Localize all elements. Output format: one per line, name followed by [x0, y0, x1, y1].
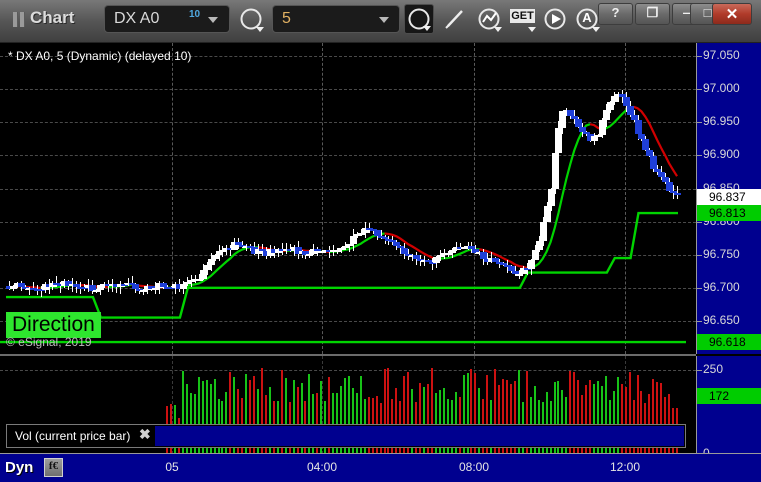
- time-template-button[interactable]: [404, 4, 434, 34]
- time-axis-tick: 08:00: [459, 460, 489, 474]
- support-price-tag: 96.813: [697, 205, 761, 221]
- close-icon: ✕: [713, 5, 751, 23]
- time-axis[interactable]: Dyn f€ 05 04:00 08:00 12:00: [0, 453, 761, 482]
- interval-value: 5: [282, 10, 291, 28]
- restore-down-button[interactable]: ❐: [635, 3, 670, 25]
- restore-icon: ❐: [636, 5, 669, 21]
- price-axis-tick: 97.000: [703, 81, 740, 95]
- chevron-down-icon: [494, 27, 502, 32]
- symbol-value: DX A0: [114, 10, 159, 28]
- chevron-down-icon: [423, 26, 431, 31]
- chevron-down-icon: [528, 27, 536, 32]
- time-axis-tick: 12:00: [610, 460, 640, 474]
- grid-line: [0, 370, 696, 371]
- price-plot[interactable]: * DX A0, 5 (Dynamic) (delayed 10) Direct…: [0, 43, 696, 354]
- chevron-down-icon: [592, 27, 600, 32]
- price-axis-tick-mark: [697, 222, 702, 223]
- pencil-icon: [440, 4, 470, 34]
- lock-icon[interactable]: f€: [44, 458, 63, 477]
- copyright-label: © eSignal, 2019: [6, 335, 92, 349]
- volume-study-label: Vol (current price bar): [15, 429, 130, 443]
- price-axis-tick-mark: [697, 56, 702, 57]
- symbol-selector[interactable]: DX A0 10: [104, 5, 230, 33]
- price-axis-tick: 96.750: [703, 247, 740, 261]
- last-price-tag: 96.837: [697, 189, 761, 205]
- play-triangle-glyph: [540, 4, 570, 34]
- get-symbol-button[interactable]: GET: [508, 4, 538, 34]
- close-button[interactable]: ✕: [712, 3, 752, 25]
- chevron-down-icon[interactable]: [208, 17, 218, 23]
- dyn-label: Dyn: [5, 459, 33, 476]
- symbol-superscript: 10: [189, 9, 200, 20]
- chart-title-label: * DX A0, 5 (Dynamic) (delayed 10): [8, 49, 191, 63]
- close-icon[interactable]: ✖: [139, 426, 151, 443]
- price-axis-tick: 96.900: [703, 147, 740, 161]
- help-icon: ?: [599, 5, 632, 20]
- volume-study-header[interactable]: Vol (current price bar) ✖: [6, 424, 686, 448]
- drawing-tools-button[interactable]: [440, 4, 470, 34]
- chart-frame: * DX A0, 5 (Dynamic) (delayed 10) Direct…: [0, 42, 761, 454]
- price-axis-tick-mark: [697, 122, 702, 123]
- price-axis[interactable]: 97.05097.00096.95096.90096.85096.80096.7…: [696, 43, 761, 354]
- studies-button[interactable]: [474, 4, 504, 34]
- price-axis-tick: 96.700: [703, 280, 740, 294]
- playback-button[interactable]: [540, 4, 570, 34]
- candlestick: [674, 43, 681, 354]
- help-button[interactable]: ?: [598, 3, 633, 25]
- price-axis-tick-mark: [697, 155, 702, 156]
- volume-value-box: [155, 426, 684, 446]
- lower-band-price-tag: 96.618: [697, 334, 761, 350]
- price-axis-tick-mark: [697, 255, 702, 256]
- lock-glyph: f€: [45, 460, 62, 472]
- current-volume-tag: 172: [697, 388, 761, 404]
- price-axis-tick: 96.950: [703, 114, 740, 128]
- chevron-down-icon: [256, 27, 264, 32]
- volume-axis[interactable]: 2500172: [696, 356, 761, 454]
- volume-axis-tick-mark: [697, 370, 702, 371]
- price-axis-tick-mark: [697, 321, 702, 322]
- time-axis-tick: 05: [165, 460, 178, 474]
- price-axis-tick: 97.050: [703, 48, 740, 62]
- refresh-button[interactable]: [236, 4, 266, 34]
- volume-axis-tick: 250: [703, 362, 723, 376]
- price-axis-tick-mark: [697, 288, 702, 289]
- time-axis-tick: 04:00: [307, 460, 337, 474]
- chevron-down-icon[interactable]: [379, 17, 389, 23]
- price-axis-tick: 96.650: [703, 313, 740, 327]
- chart-icon: [12, 12, 28, 27]
- title-bar: Chart DX A0 10 5: [0, 0, 761, 42]
- get-icon: GET: [510, 9, 535, 23]
- price-axis-tick-mark: [697, 89, 702, 90]
- window-title: Chart: [30, 8, 74, 28]
- interval-selector[interactable]: 5: [272, 5, 400, 33]
